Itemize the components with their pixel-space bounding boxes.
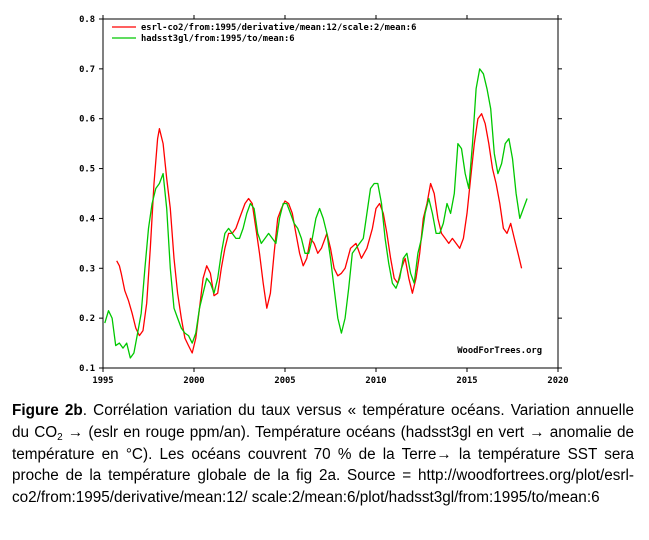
- x-tick-label: 2005: [274, 376, 295, 386]
- caption-text-2: → (eslr en rouge ppm/an). Température oc…: [12, 423, 634, 507]
- y-tick-label: 0.1: [79, 364, 95, 374]
- y-tick-label: 0.7: [79, 65, 95, 75]
- y-tick-label: 0.3: [79, 264, 95, 274]
- y-tick-label: 0.8: [79, 15, 95, 25]
- axis-ticks: 0.1 0.2 0.3 0.4 0.5 0.6 0.7 0.8 1995 2000 2005 2010…: [79, 15, 569, 386]
- figure-caption: Figure 2b. Corrélation variation du taux…: [12, 400, 634, 509]
- y-tick-label: 0.6: [79, 115, 95, 125]
- legend: esrl-co2/from:1995/derivative/mean:12/sc…: [112, 22, 416, 44]
- series-line-hadsst3gl: [104, 68, 528, 359]
- x-tick-label: 2015: [456, 376, 477, 386]
- caption-text-1: . Corrélation variation du taux versus «…: [12, 402, 634, 441]
- x-tick-label: 2000: [183, 376, 204, 386]
- legend-label-hadsst3gl: hadsst3gl/from:1995/to/mean:6: [141, 34, 295, 44]
- caption-figure-label: Figure 2b: [12, 402, 83, 419]
- y-tick-label: 0.2: [79, 314, 95, 324]
- y-tick-label: 0.4: [79, 214, 95, 224]
- plot-area: [102, 18, 559, 369]
- chart: 0.1 0.2 0.3 0.4 0.5 0.6 0.7 0.8 1995 2000 2005 2010…: [79, 15, 569, 386]
- x-tick-label: 2010: [365, 376, 386, 386]
- watermark: WoodForTrees.org: [457, 346, 542, 356]
- y-tick-label: 0.5: [79, 165, 95, 175]
- x-tick-label: 2020: [547, 376, 568, 386]
- series-lines: [104, 68, 528, 359]
- x-tick-label: 1995: [92, 376, 113, 386]
- legend-label-esrl: esrl-co2/from:1995/derivative/mean:12/sc…: [141, 22, 416, 33]
- caption-subscript: 2: [57, 431, 63, 443]
